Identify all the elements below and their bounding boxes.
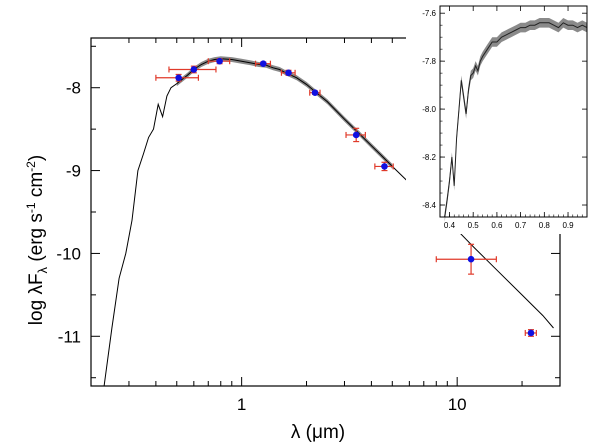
model-uncertainty-band	[176, 56, 393, 169]
photometry-point	[381, 163, 388, 170]
inset-y-tick-label: -8.4	[422, 201, 436, 210]
inset-y-tick-label: -8.0	[422, 105, 436, 114]
inset-x-tick-label: 0.5	[468, 221, 480, 230]
model-band-area	[176, 56, 393, 169]
photometry-points	[175, 57, 535, 337]
photometry-point	[190, 66, 198, 73]
inset-y-axis-ticks: -7.6 -7.8 -8.0 -8.2 -8.4	[422, 9, 587, 210]
x-tick-label: 1	[237, 395, 246, 414]
photometry-point	[352, 131, 360, 139]
inset-x-tick-label: 0.4	[444, 221, 456, 230]
inset-y-tick-label: -8.2	[422, 153, 436, 162]
inset-frame	[439, 5, 588, 218]
inset-x-axis-ticks: 0.4 0.5 0.6 0.7 0.8 0.9	[444, 6, 583, 230]
photometry-point	[467, 255, 475, 263]
inset-y-tick-label: -7.6	[422, 9, 436, 18]
photometry-point	[285, 69, 292, 77]
photometry-point	[527, 329, 535, 337]
photometry-point	[259, 60, 267, 67]
photometry-point	[175, 74, 182, 82]
photometry-point	[311, 89, 319, 96]
inset-x-tick-label: 0.7	[515, 221, 527, 230]
y-tick-label: -8	[66, 79, 81, 98]
x-axis-label: λ (μm)	[291, 422, 345, 443]
x-tick-label: 10	[448, 395, 467, 414]
main-panel: 1 10 -8 -9 -10 -11	[56, 37, 561, 414]
inset-panel: 0.4 0.5 0.6 0.7 0.8 0.9 -7.6 -7.8 -8.0 -8.2 -8.4	[406, 0, 597, 234]
y-tick-label: -10	[56, 244, 81, 263]
y-tick-label: -11	[58, 327, 81, 346]
photometry-point	[216, 57, 223, 65]
inset-x-tick-label: 0.8	[539, 221, 551, 230]
inset-x-tick-label: 0.9	[562, 221, 574, 230]
y-axis-label: log λFλ (erg s-1 cm-2)	[24, 155, 50, 325]
y-axis-ticks: -8 -9 -10 -11	[56, 45, 560, 379]
inset-x-tick-label: 0.6	[491, 221, 503, 230]
inset-spectrum-line	[444, 22, 588, 218]
inset-spectrum-path	[444, 22, 588, 218]
inset-y-tick-label: -7.8	[422, 57, 436, 66]
error-bar	[435, 243, 497, 275]
y-tick-label: -9	[66, 162, 81, 181]
